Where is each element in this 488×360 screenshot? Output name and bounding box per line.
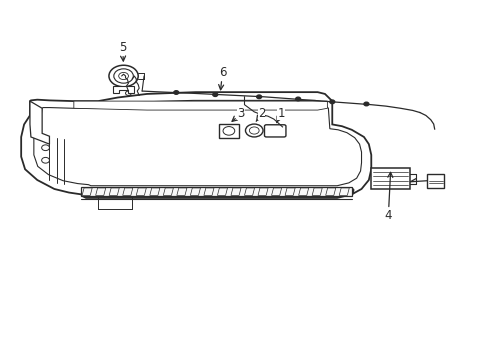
Polygon shape <box>81 187 351 196</box>
Circle shape <box>329 100 334 104</box>
Circle shape <box>301 191 305 194</box>
Text: 2: 2 <box>256 107 265 121</box>
Circle shape <box>349 191 353 194</box>
Circle shape <box>193 191 197 194</box>
Text: 1: 1 <box>276 107 284 123</box>
Polygon shape <box>74 101 327 110</box>
Circle shape <box>212 93 217 96</box>
Circle shape <box>173 91 178 94</box>
Polygon shape <box>30 101 49 144</box>
Circle shape <box>86 191 90 194</box>
Polygon shape <box>21 92 370 198</box>
Text: 6: 6 <box>218 66 226 90</box>
Circle shape <box>86 189 90 192</box>
Polygon shape <box>34 100 361 186</box>
Circle shape <box>193 189 197 192</box>
Text: 4: 4 <box>384 172 392 222</box>
FancyBboxPatch shape <box>427 174 444 188</box>
FancyBboxPatch shape <box>219 124 238 138</box>
Circle shape <box>295 97 300 101</box>
Circle shape <box>256 95 261 99</box>
Circle shape <box>301 189 305 192</box>
FancyBboxPatch shape <box>370 168 409 189</box>
Text: 5: 5 <box>119 41 126 61</box>
FancyBboxPatch shape <box>264 125 285 137</box>
Text: 3: 3 <box>232 107 244 121</box>
Circle shape <box>363 102 368 106</box>
Polygon shape <box>113 86 134 93</box>
Circle shape <box>349 189 353 192</box>
